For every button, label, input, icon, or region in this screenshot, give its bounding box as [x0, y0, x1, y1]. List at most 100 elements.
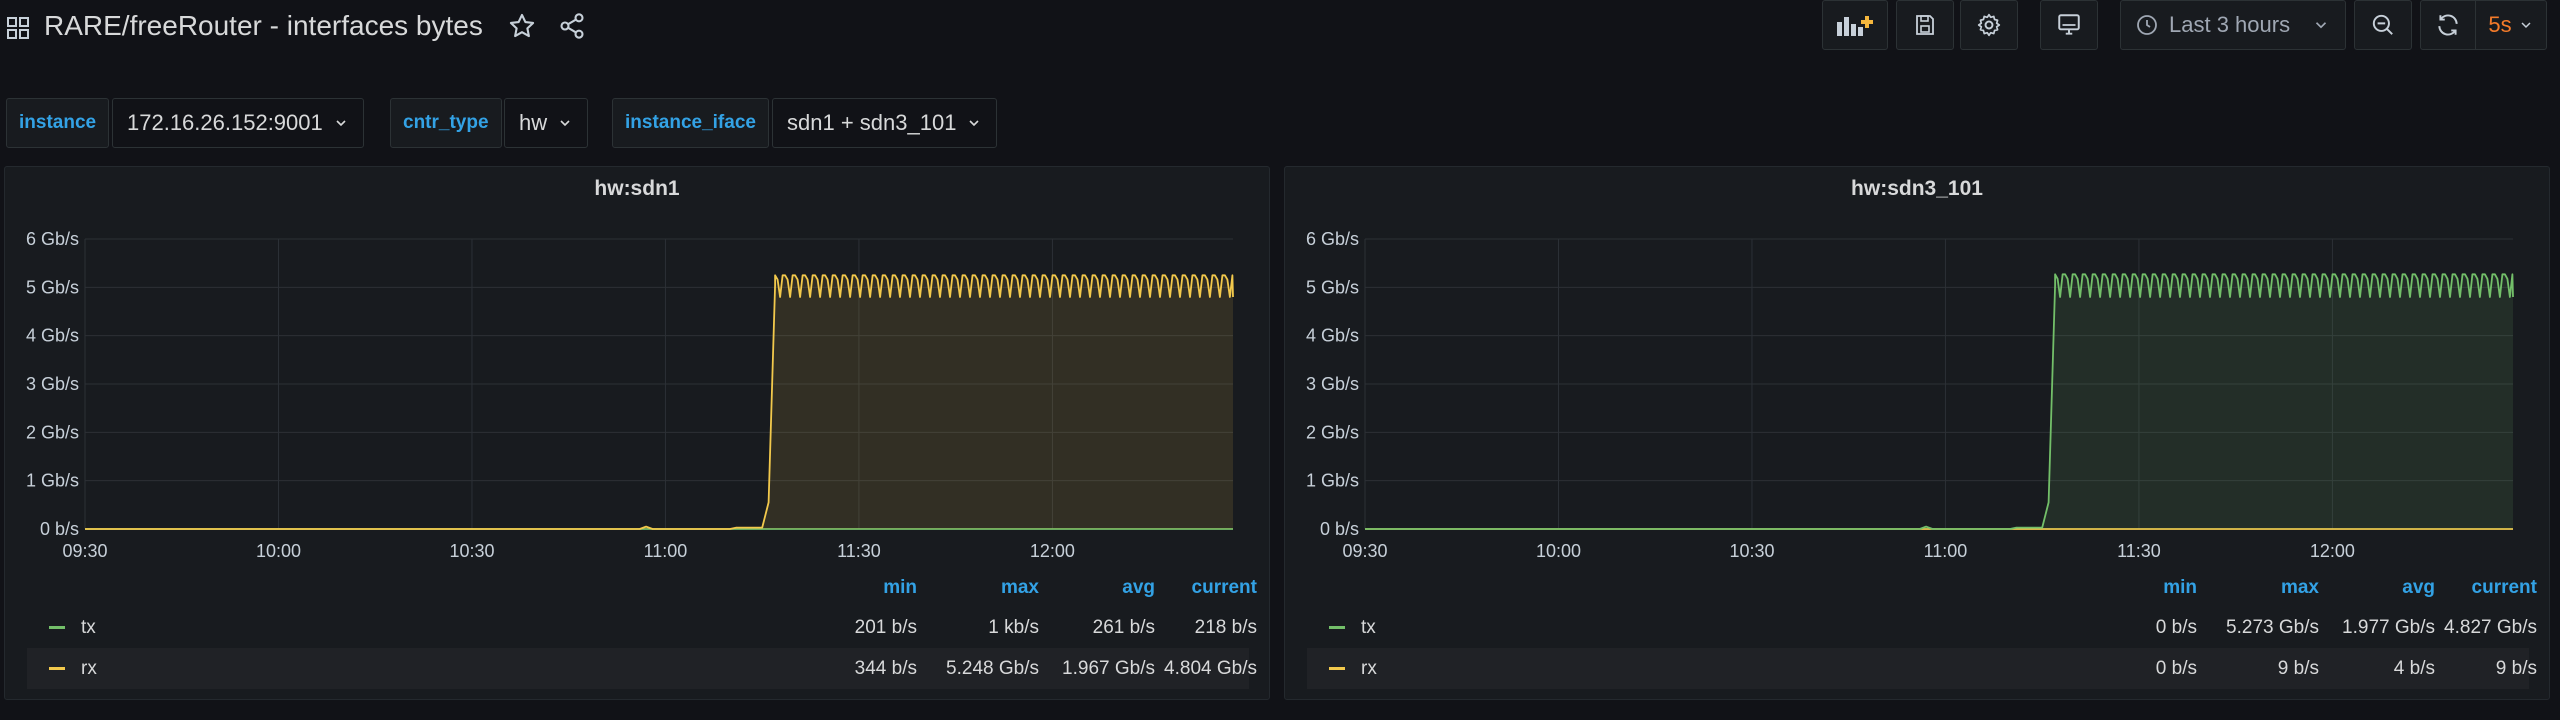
y-tick-label: 5 Gb/s — [1306, 277, 1359, 297]
legend-header-avg[interactable]: avg — [2402, 577, 2435, 598]
legend-header-max[interactable]: max — [1000, 577, 1039, 598]
x-tick-label: 10:30 — [449, 541, 494, 561]
legend-row-tx[interactable]: tx 201 b/s 1 kb/s 261 b/s 218 b/s — [27, 607, 1257, 648]
graph-panel[interactable]: hw:sdn3_101 0 b/s 1 Gb/s 2 Gb/s 3 Gb/s 4 Gb/… — [1284, 166, 2550, 700]
dashboard-header: RARE/freeRouter - interfaces bytes — [0, 0, 2560, 54]
legend-swatch[interactable] — [49, 626, 65, 629]
panel-title[interactable]: hw:sdn1 — [594, 177, 680, 200]
legend-header-max[interactable]: max — [2280, 577, 2319, 598]
variable-value: 172.16.26.152:9001 — [127, 110, 323, 135]
legend-header-current[interactable]: current — [2471, 577, 2537, 598]
legend-avg: 4 b/s — [2393, 658, 2435, 679]
x-tick-label: 12:00 — [2310, 541, 2355, 561]
variable-label-instance-iface: instance_iface — [612, 98, 769, 148]
legend-swatch[interactable] — [1329, 626, 1345, 629]
legend-max: 1 kb/s — [988, 617, 1039, 638]
zoom-out-icon — [2372, 14, 2393, 35]
legend-series-name[interactable]: tx — [1361, 617, 1376, 638]
variable-label-instance: instance — [6, 98, 110, 148]
legend-max: 5.248 Gb/s — [946, 658, 1039, 679]
y-tick-label: 4 Gb/s — [26, 326, 79, 346]
legend-avg: 1.977 Gb/s — [2342, 617, 2435, 638]
graph-panel[interactable]: hw:sdn1 0 b/s 1 Gb/s 2 Gb/s 3 Gb/s 4 Gb/s 5 G… — [4, 166, 1270, 700]
x-tick-label: 11:30 — [2117, 541, 2161, 561]
y-tick-label: 0 b/s — [1320, 519, 1359, 539]
share-icon[interactable] — [558, 12, 586, 40]
x-tick-label: 12:00 — [1030, 541, 1075, 561]
legend-current: 4.827 Gb/s — [2444, 617, 2537, 638]
clock-icon — [2137, 15, 2157, 35]
dashboard-settings-button[interactable] — [1960, 0, 2018, 50]
y-tick-label: 4 Gb/s — [1306, 326, 1359, 346]
save-icon — [1916, 15, 1934, 35]
time-series-chart[interactable]: 0 b/s 1 Gb/s 2 Gb/s 3 Gb/s 4 Gb/s 5 Gb/s 6 Gb/… — [5, 167, 1271, 567]
legend-header-min[interactable]: min — [883, 577, 917, 598]
variable-value: hw — [519, 110, 548, 135]
refresh-interval-picker[interactable]: 5s — [2475, 0, 2547, 50]
chevron-down-icon — [969, 120, 980, 127]
legend-swatch[interactable] — [49, 667, 65, 670]
legend-header-avg[interactable]: avg — [1122, 577, 1155, 598]
variable-value: sdn1 + sdn3_101 — [787, 110, 957, 135]
time-range-picker[interactable]: Last 3 hours — [2120, 0, 2346, 50]
legend-series-name[interactable]: rx — [1361, 658, 1377, 679]
y-tick-label: 6 Gb/s — [26, 229, 79, 249]
x-tick-label: 11:00 — [1924, 541, 1968, 561]
star-icon[interactable] — [508, 12, 536, 40]
dashboard-title[interactable]: RARE/freeRouter - interfaces bytes — [44, 10, 483, 41]
zoom-out-button[interactable] — [2354, 0, 2412, 50]
legend-header-min[interactable]: min — [2163, 577, 2197, 598]
add-panel-button[interactable] — [1822, 0, 1888, 50]
legend-header: min max avg current — [1307, 569, 2537, 607]
y-tick-label: 1 Gb/s — [1306, 471, 1359, 491]
legend-header: min max avg current — [27, 569, 1257, 607]
y-tick-label: 1 Gb/s — [26, 471, 79, 491]
legend-header-current[interactable]: current — [1191, 577, 1257, 598]
x-tick-label: 10:30 — [1729, 541, 1774, 561]
series-area-tx — [1365, 274, 2513, 529]
chevron-down-icon — [336, 120, 346, 127]
refresh-button[interactable] — [2420, 0, 2476, 50]
legend-series-name[interactable]: tx — [81, 617, 96, 638]
chart-legend: min max avg current tx 201 b/s 1 kb/s 26… — [27, 569, 1257, 689]
settings-icon — [1977, 13, 2001, 37]
x-tick-label: 11:00 — [644, 541, 688, 561]
x-tick-label: 10:00 — [1536, 541, 1581, 561]
chart-legend: min max avg current tx 0 b/s 5.273 Gb/s … — [1307, 569, 2537, 689]
series-line-tx[interactable] — [1365, 273, 2514, 530]
series-line-rx[interactable] — [85, 274, 1234, 530]
chevron-down-icon — [2315, 22, 2327, 29]
legend-row-rx[interactable]: rx 344 b/s 5.248 Gb/s 1.967 Gb/s 4.804 G… — [27, 648, 1257, 689]
tv-mode-icon — [2058, 14, 2080, 35]
panel-title[interactable]: hw:sdn3_101 — [1851, 177, 1983, 200]
variable-select-instance-iface[interactable]: sdn1 + sdn3_101 — [772, 98, 998, 148]
legend-row-tx[interactable]: tx 0 b/s 5.273 Gb/s 1.977 Gb/s 4.827 Gb/… — [1307, 607, 2537, 648]
apps-icon[interactable] — [6, 16, 30, 40]
time-series-chart[interactable]: 0 b/s 1 Gb/s 2 Gb/s 3 Gb/s 4 Gb/s 5 Gb/s 6 Gb/… — [1285, 167, 2551, 567]
y-tick-label: 5 Gb/s — [26, 277, 79, 297]
legend-min: 0 b/s — [2155, 658, 2197, 679]
y-tick-label: 0 b/s — [40, 519, 79, 539]
x-tick-label: 09:30 — [1342, 541, 1387, 561]
refresh-interval-label: 5s — [2488, 12, 2512, 37]
save-dashboard-button[interactable] — [1896, 0, 1954, 50]
legend-row-rx[interactable]: rx 0 b/s 9 b/s 4 b/s 9 b/s — [1307, 648, 2537, 689]
x-tick-label: 09:30 — [62, 541, 107, 561]
variable-select-instance[interactable]: 172.16.26.152:9001 — [112, 98, 364, 148]
legend-series-name[interactable]: rx — [81, 658, 97, 679]
legend-min: 344 b/s — [854, 658, 917, 679]
chevron-down-icon — [560, 120, 570, 127]
x-tick-label: 10:00 — [256, 541, 301, 561]
legend-min: 0 b/s — [2155, 617, 2197, 638]
chevron-down-icon — [2521, 22, 2531, 29]
refresh-icon — [2438, 14, 2458, 36]
legend-max: 9 b/s — [2277, 658, 2319, 679]
legend-max: 5.273 Gb/s — [2226, 617, 2319, 638]
variable-select-cntr-type[interactable]: hw — [504, 98, 589, 148]
y-tick-label: 6 Gb/s — [1306, 229, 1359, 249]
x-tick-label: 11:30 — [837, 541, 881, 561]
legend-swatch[interactable] — [1329, 667, 1345, 670]
time-range-label: Last 3 hours — [2169, 12, 2291, 37]
tv-mode-button[interactable] — [2040, 0, 2098, 50]
y-tick-label: 3 Gb/s — [26, 374, 79, 394]
